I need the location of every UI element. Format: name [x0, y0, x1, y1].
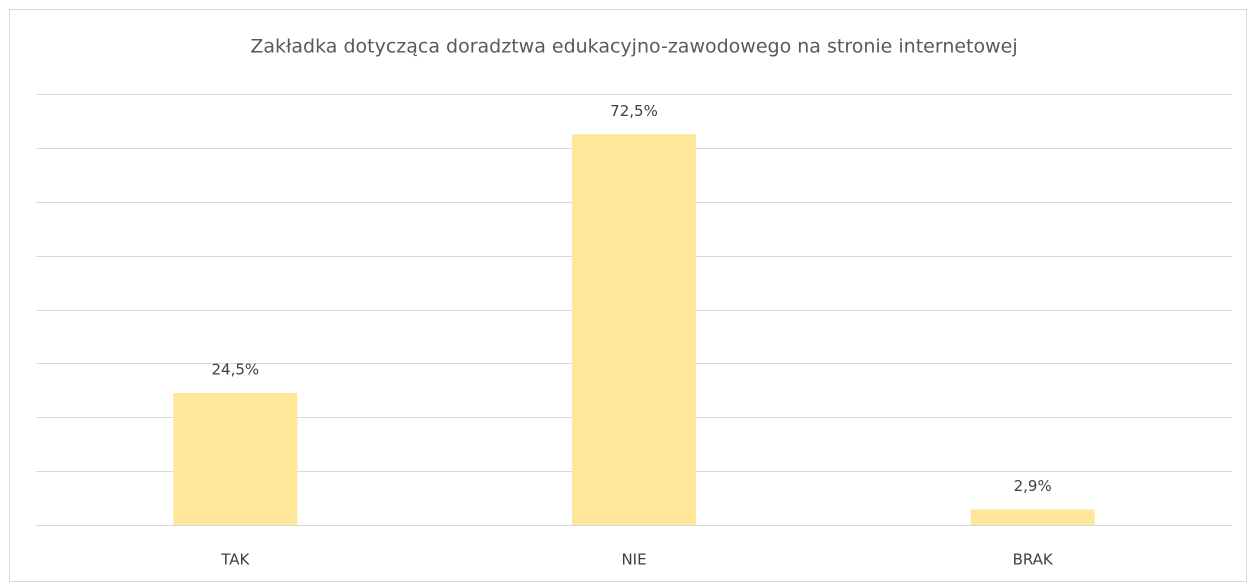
bar: [173, 393, 298, 525]
x-tick-label: BRAK: [1013, 551, 1054, 569]
data-label: 24,5%: [212, 361, 260, 379]
bar: [970, 509, 1095, 525]
chart-title: Zakładka dotycząca doradztwa edukacyjno-…: [250, 36, 1017, 58]
bar: [572, 134, 696, 525]
x-tick-label: NIE: [621, 551, 646, 569]
x-tick-label: TAK: [220, 551, 250, 569]
data-label: 72,5%: [610, 102, 658, 120]
data-label: 2,9%: [1014, 477, 1052, 495]
